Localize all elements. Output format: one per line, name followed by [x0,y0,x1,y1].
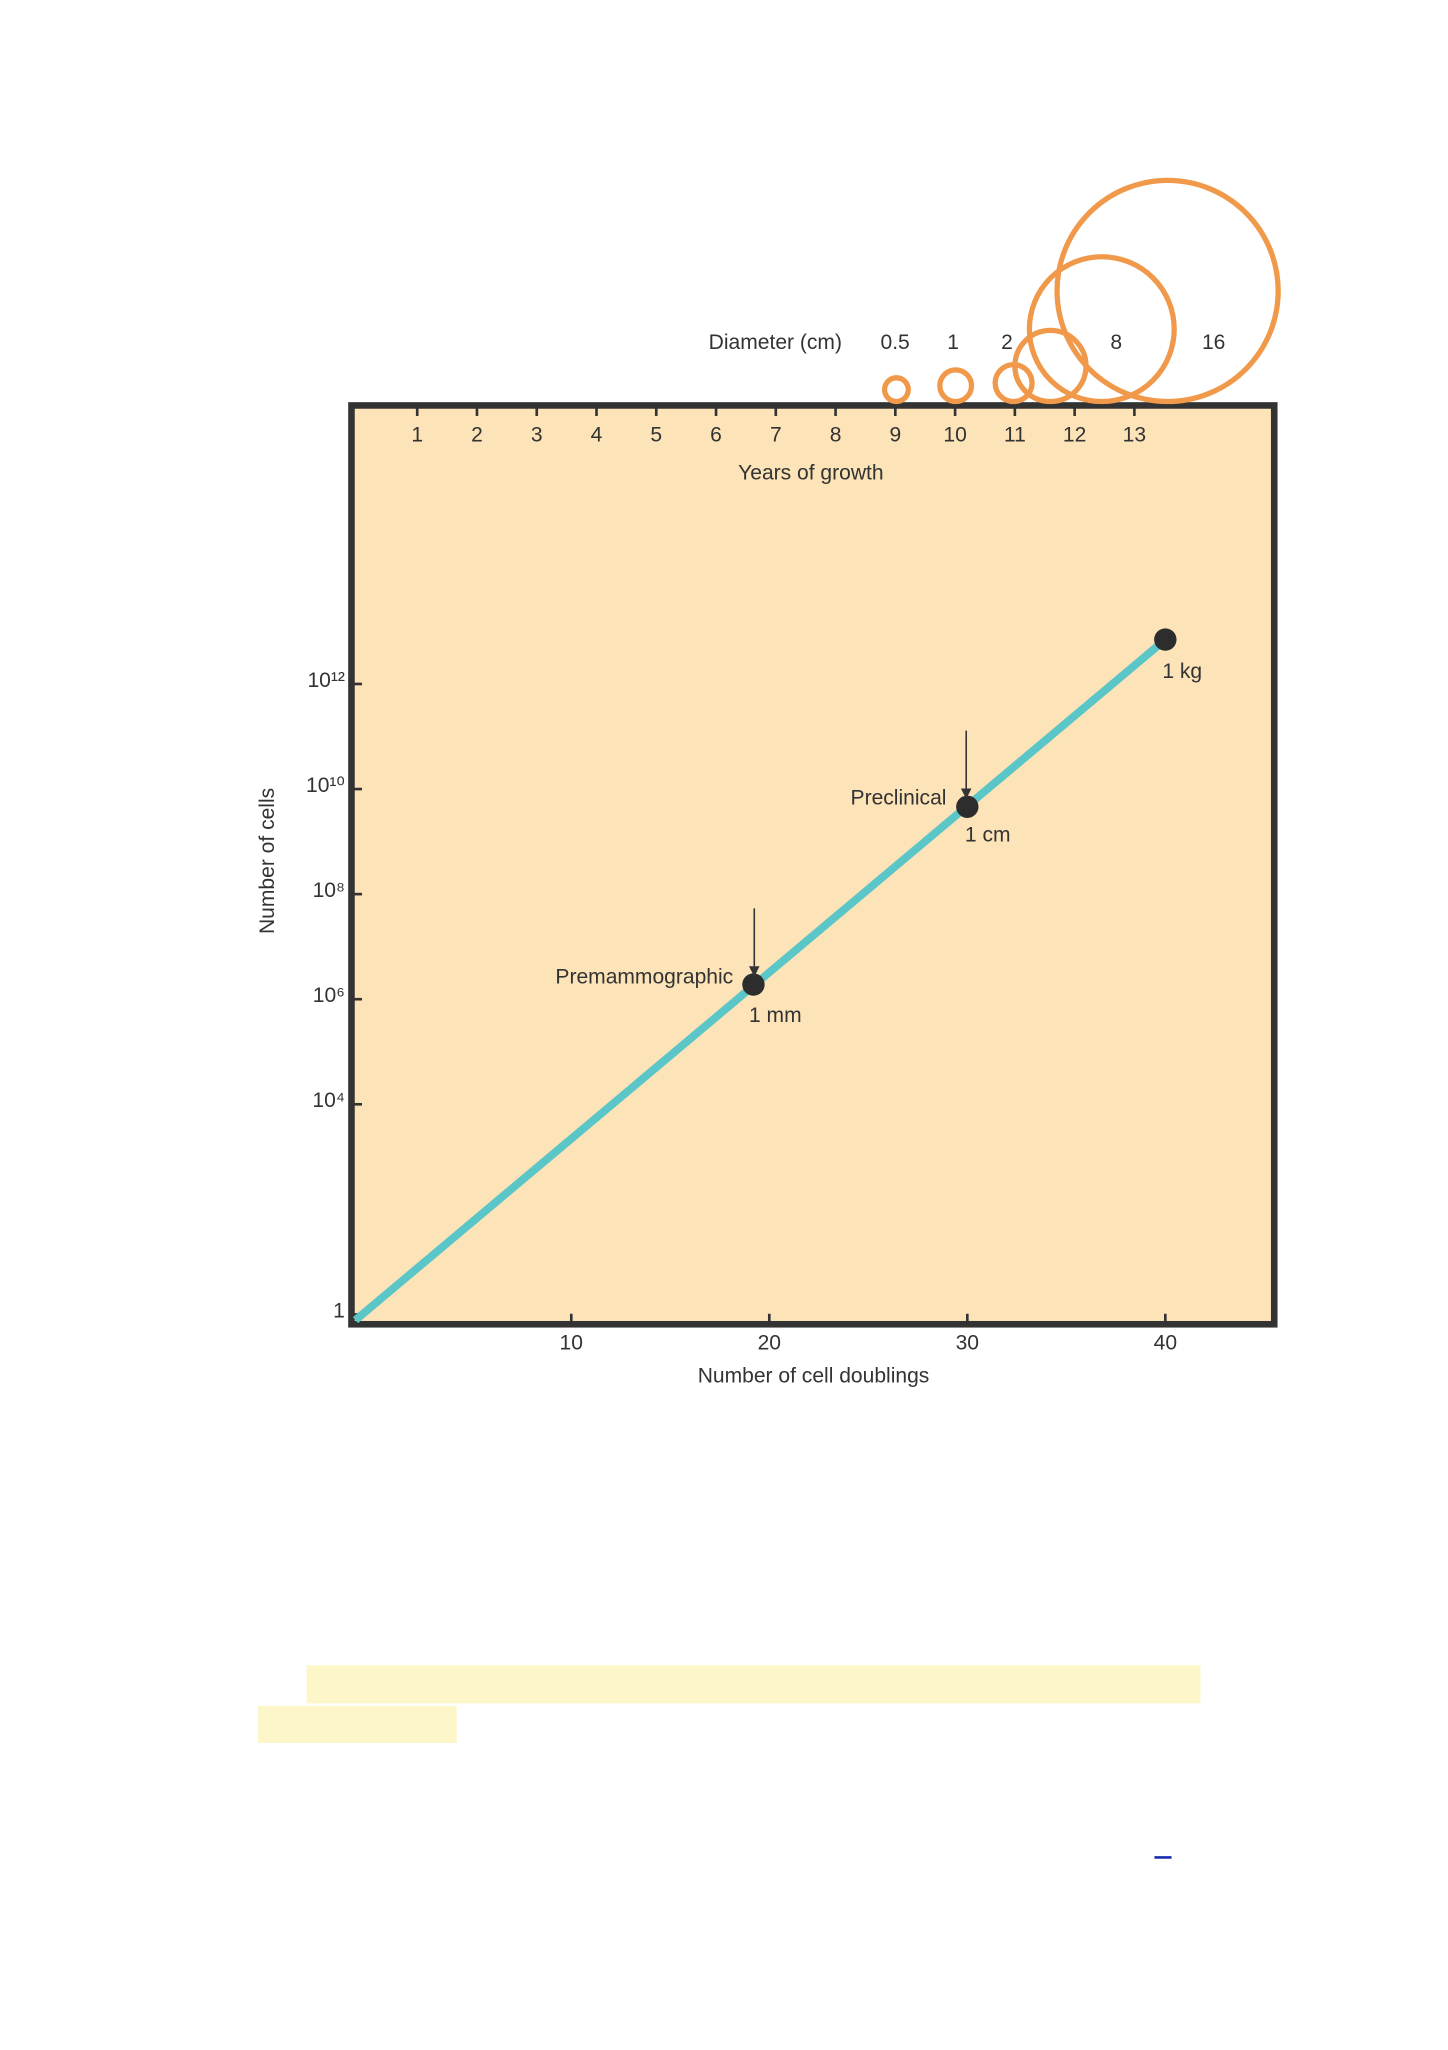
x2-axis-label: Years of growth [738,461,883,484]
x2-tick-label: 10 [943,423,966,446]
annotation: Premammographic [555,966,733,989]
y-tick-label: 10⁴ [312,1089,344,1112]
highlight [258,1706,457,1743]
point [742,973,765,996]
x-tick-label: 20 [758,1332,781,1355]
diameter-circle [1054,177,1281,405]
x2-tick-label: 9 [889,423,901,446]
x2-tick-label: 1 [411,423,423,446]
plot-area [348,402,1278,1328]
x-tick-label: 40 [1154,1332,1177,1355]
diameter-value: 16 [1202,331,1225,354]
diameter-value: 8 [1110,331,1122,354]
x2-tick-label: 12 [1063,423,1086,446]
annotation: 1 mm [749,1004,802,1027]
x2-tick-label: 11 [1004,423,1026,446]
y-axis-label: Number of cells [256,788,279,934]
diameter-value: 0.5 [880,331,909,354]
diameter-value: 1 [947,331,959,354]
point [956,795,979,818]
x-tick-label: 30 [956,1332,979,1355]
point [1154,628,1177,651]
arrow-head [749,966,760,977]
x-axis-label: Number of cell doublings [698,1364,930,1387]
annotation: 1 kg [1162,660,1202,683]
arrow-head [960,788,972,800]
x2-tick-label: 13 [1123,423,1146,446]
y-tick-label: 10¹⁰ [306,774,345,797]
y-tick-label: 1 [333,1299,345,1322]
x2-tick-label: 6 [710,423,722,446]
x2-tick-label: 7 [770,423,782,446]
y-tick-label: 10¹² [307,669,344,692]
x2-tick-label: 8 [830,423,842,446]
highlight [306,1665,1201,1704]
diameter-value: 2 [1001,331,1013,354]
chart: 10 20 30 401 2 3 4 5 6 7 8 9 10 11 12 13110⁴10⁶10⁸10¹⁰1… [256,177,1281,1387]
diameter-circle [937,367,975,405]
x2-tick-label: 3 [531,423,543,446]
diameter-circle [1026,254,1177,405]
y-tick-label: 10⁸ [313,879,345,902]
diameter-circle [881,375,911,405]
diameter-label: Diameter (cm) [709,331,842,354]
annotation: 1 cm [965,823,1011,846]
x2-tick-label: 4 [591,423,603,446]
x2-tick-label: 2 [471,423,483,446]
annotation: Preclinical [851,787,947,810]
x-tick-label: 10 [560,1332,583,1355]
y-tick-label: 10⁶ [313,984,345,1007]
x2-tick-label: 5 [650,423,662,446]
